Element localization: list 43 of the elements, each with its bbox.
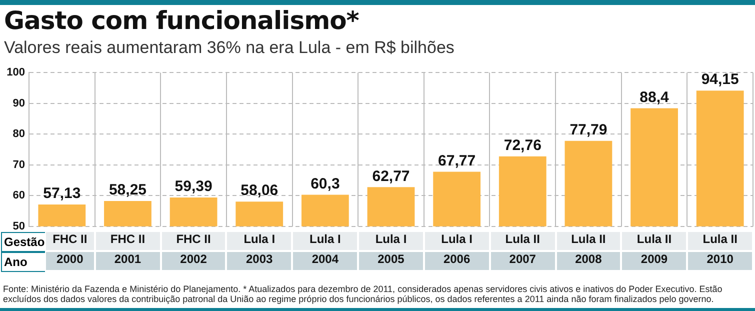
text: Lula II	[622, 232, 686, 250]
chart-title: Gasto com funcionalismo*	[4, 6, 359, 35]
x-tick-label: 2006	[424, 252, 489, 270]
data-label: 57,13	[43, 185, 81, 202]
x-tick-label: 2002	[162, 252, 226, 270]
x-tick-label: 2004	[293, 252, 358, 270]
data-label: 67,77	[438, 152, 476, 170]
data-label: 72,76	[504, 137, 542, 154]
x-tick-label: 2008	[556, 252, 620, 270]
data-label: 62,77	[372, 168, 410, 185]
x-tick-label: 2000	[46, 252, 94, 270]
data-label: 60,3	[310, 175, 340, 192]
x-tick-label: 2009	[622, 252, 686, 270]
x-tick-label: 2005	[359, 252, 423, 270]
y-tick-label: 70	[12, 158, 25, 171]
y-tick-label: 60	[12, 190, 25, 202]
data-label: 88,4	[640, 88, 670, 106]
x-tick-label: 2007	[490, 252, 555, 270]
text: Lula I	[227, 232, 292, 250]
text: FHC II	[96, 232, 160, 250]
y-tick-label: 50	[12, 220, 25, 232]
source-note: Fonte: Ministério da Fazenda e Ministério do Planejamento. * Atualizados para dezembro de 2011, considerados apenas servidores civis ativos e inativos do Poder Executivo. Estão excluídos dos dados valores da contribuição patronal da União ao regime próprio dos funcionários públicos, os dados referentes a 2011 ainda não foram finalizados pelo governo.	[3, 284, 724, 304]
text: FHC II	[46, 232, 94, 250]
text: Lula II	[688, 232, 752, 250]
y-tick-label: 80	[12, 128, 25, 140]
text: FHC II	[162, 232, 226, 250]
x-tick-label: 2001	[96, 252, 160, 270]
text: Lula II	[490, 232, 555, 250]
x-tick-label: 2010	[688, 252, 752, 270]
text: Lula I	[359, 232, 423, 250]
data-label: 58,06	[240, 182, 278, 200]
x-tick-label: 2003	[227, 252, 292, 270]
data-label: 59,39	[174, 178, 212, 196]
y-tick-label: 90	[12, 97, 25, 110]
y-tick-label: 100	[6, 66, 25, 79]
text: Ano	[1, 252, 45, 272]
data-label: 58,25	[108, 182, 146, 199]
text: Lula II	[556, 232, 620, 250]
text: Lula I	[293, 232, 358, 250]
text: Lula I	[424, 232, 489, 250]
data-label: 94,15	[701, 71, 739, 88]
chart-subtitle: Valores reais aumentaram 36% na era Lula - em R$ bilhões	[4, 38, 454, 58]
data-label: 77,79	[570, 122, 608, 139]
